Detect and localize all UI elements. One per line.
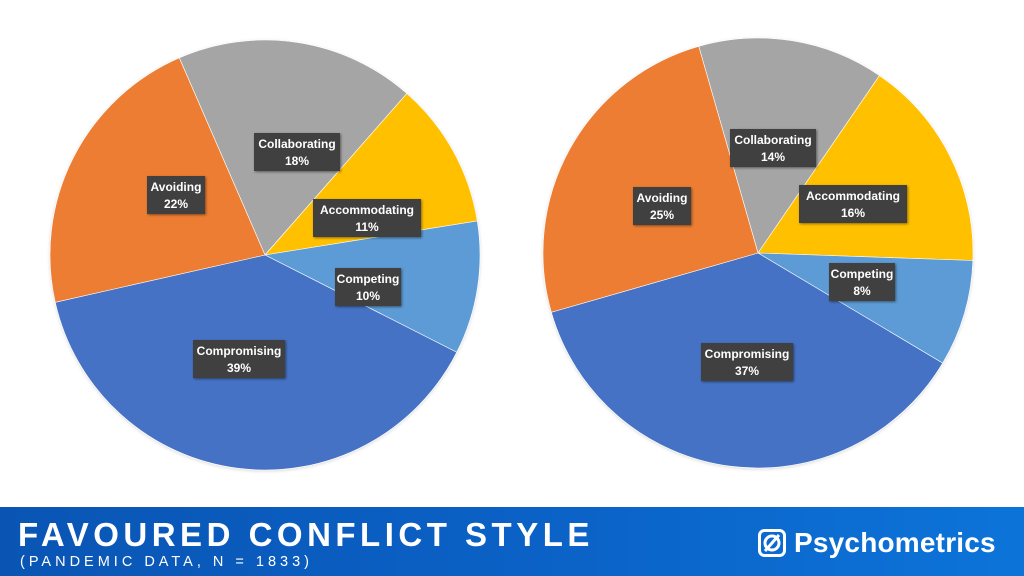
data-label-compromising: Compromising 39% — [193, 340, 285, 378]
data-label-competing: Competing 8% — [829, 263, 895, 301]
pie-chart-1 — [49, 39, 481, 471]
data-label-category: Accommodating — [320, 203, 414, 217]
data-label-category: Collaborating — [734, 133, 811, 147]
pie-slice-competing — [757, 252, 974, 364]
footer-banner: FAVOURED CONFLICT STYLE (PANDEMIC DATA, … — [0, 507, 1024, 576]
data-label-value: 18% — [285, 154, 309, 168]
data-label-category: Accommodating — [806, 189, 900, 203]
data-label-category: Competing — [831, 267, 894, 281]
data-label-category: Competing — [337, 272, 400, 286]
data-label-value: 16% — [841, 206, 865, 220]
pie-chart-2 — [542, 37, 974, 469]
data-label-category: Avoiding — [151, 180, 202, 194]
data-label-category: Compromising — [197, 344, 282, 358]
footer-title: FAVOURED CONFLICT STYLE — [18, 516, 594, 553]
pie-slice-avoiding — [542, 45, 759, 313]
data-label-value: 25% — [650, 208, 674, 222]
data-label-value: 14% — [761, 150, 785, 164]
data-label-compromising: Compromising 37% — [701, 343, 793, 381]
data-label-value: 10% — [356, 289, 380, 303]
data-label-accommodating: Accommodating 11% — [313, 199, 421, 237]
data-label-collaborating: Collaborating 18% — [254, 133, 340, 171]
data-label-value: 37% — [735, 364, 759, 378]
data-label-competing: Competing 10% — [335, 268, 401, 306]
pie-charts: Collaborating 18% Accommodating 11% Competin… — [49, 37, 974, 471]
data-label-value: 39% — [227, 361, 251, 375]
data-label-value: 8% — [853, 284, 871, 298]
data-label-accommodating: Accommodating 16% — [799, 185, 907, 223]
circle-slash-logo-icon — [758, 529, 786, 557]
data-label-category: Collaborating — [258, 137, 335, 151]
data-label-avoiding: Avoiding 25% — [633, 187, 691, 225]
data-label-value: 22% — [164, 197, 188, 211]
data-label-category: Compromising — [705, 347, 790, 361]
footer-subtitle: (PANDEMIC DATA, N = 1833) — [20, 554, 313, 570]
data-label-collaborating: Collaborating 14% — [730, 129, 816, 167]
data-label-avoiding: Avoiding 22% — [147, 176, 205, 214]
data-label-value: 11% — [355, 220, 379, 234]
data-label-category: Avoiding — [637, 191, 688, 205]
brand-name: Psychometrics — [794, 527, 996, 558]
brand-logo: Psychometrics — [758, 526, 996, 560]
